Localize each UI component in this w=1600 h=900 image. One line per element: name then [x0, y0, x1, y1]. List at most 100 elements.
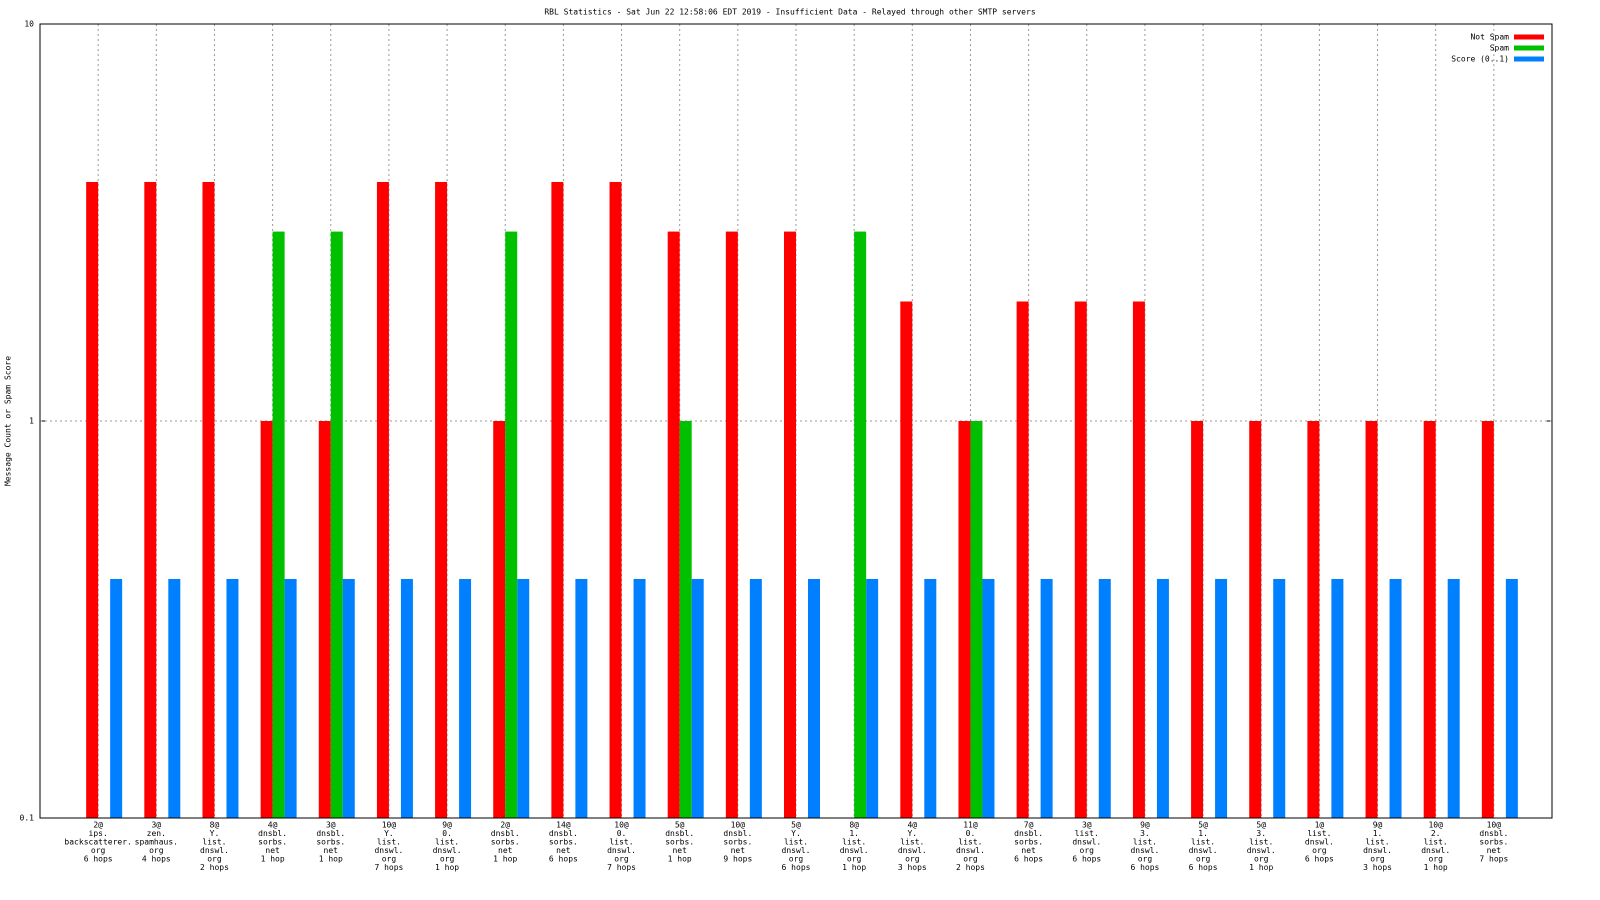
- x-tick-label: Y.: [210, 829, 220, 838]
- x-tick-label: 10@: [1487, 821, 1502, 830]
- x-tick-label: list.: [202, 838, 226, 847]
- x-tick-label: 4@: [907, 821, 917, 830]
- x-tick-label: org: [789, 855, 804, 864]
- bar: [970, 421, 983, 818]
- x-tick-label: list.: [1365, 838, 1389, 847]
- legend-label: Not Spam: [1470, 33, 1509, 42]
- x-tick-label: 8@: [849, 821, 859, 830]
- x-tick-label: 5@: [791, 821, 801, 830]
- x-tick-label: org: [440, 855, 455, 864]
- x-tick-label: 2 hops: [200, 863, 229, 872]
- bar: [376, 181, 389, 818]
- bar: [551, 181, 564, 818]
- bar: [202, 181, 215, 818]
- x-tick-label: list.: [1424, 838, 1448, 847]
- x-tick-label: 3@: [326, 821, 336, 830]
- x-tick-label: 14@: [556, 821, 571, 830]
- x-tick-label: sorbs.: [1014, 838, 1043, 847]
- bar: [725, 231, 738, 818]
- x-tick-label: list.: [435, 838, 459, 847]
- bar: [1447, 578, 1460, 818]
- bar: [679, 421, 692, 818]
- x-tick-label: 1 hop: [261, 855, 285, 864]
- x-tick-label: 1 hop: [1424, 863, 1448, 872]
- x-tick-label: dnsbl.: [665, 829, 694, 838]
- bar: [854, 231, 867, 818]
- x-tick-label: net: [324, 846, 339, 855]
- x-tick-label: dnswl.: [200, 846, 229, 855]
- bar: [691, 578, 704, 818]
- x-tick-label: spamhaus.: [135, 838, 178, 847]
- bar: [1273, 578, 1286, 818]
- x-tick-label: org: [149, 846, 164, 855]
- x-tick-label: sorbs.: [258, 838, 287, 847]
- x-tick-label: net: [1021, 846, 1036, 855]
- x-tick-label: dnswl.: [433, 846, 462, 855]
- bar: [226, 578, 239, 818]
- x-tick-label: 4@: [268, 821, 278, 830]
- bar: [958, 421, 971, 818]
- bar: [1156, 578, 1169, 818]
- x-tick-label: 2 hops: [956, 863, 985, 872]
- x-tick-label: dnswl.: [1363, 846, 1392, 855]
- x-tick-label: 7 hops: [1479, 855, 1508, 864]
- x-tick-label: org: [1080, 846, 1095, 855]
- x-tick-label: sorbs.: [316, 838, 345, 847]
- bar: [1016, 301, 1029, 818]
- bar: [1040, 578, 1053, 818]
- x-tick-label: dnswl.: [1189, 846, 1218, 855]
- x-tick-label: sorbs.: [665, 838, 694, 847]
- x-tick-label: 3 hops: [898, 863, 927, 872]
- bar: [982, 578, 995, 818]
- x-tick-label: sorbs.: [723, 838, 752, 847]
- x-tick-label: dnsbl.: [1479, 829, 1508, 838]
- x-tick-label: 1 hop: [668, 855, 692, 864]
- x-tick-label: 9 hops: [723, 855, 752, 864]
- x-tick-label: 6 hops: [1189, 863, 1218, 872]
- x-tick-label: dnswl.: [1247, 846, 1276, 855]
- x-tick-label: org: [847, 855, 862, 864]
- x-tick-label: dnsbl.: [723, 829, 752, 838]
- x-tick-label: 1 hop: [493, 855, 517, 864]
- x-tick-label: 3@: [151, 821, 161, 830]
- x-tick-label: dnsbl.: [1014, 829, 1043, 838]
- bar: [1389, 578, 1402, 818]
- bar: [749, 578, 762, 818]
- x-tick-label: Y.: [907, 829, 917, 838]
- x-tick-label: 6 hops: [1305, 855, 1334, 864]
- bar: [633, 578, 646, 818]
- x-tick-label: dnsbl.: [491, 829, 520, 838]
- x-tick-label: org: [963, 855, 978, 864]
- x-tick-label: dnswl.: [782, 846, 811, 855]
- y-tick-label: 1: [29, 417, 34, 426]
- x-tick-label: list.: [958, 838, 982, 847]
- bar: [1331, 578, 1344, 818]
- bar: [330, 231, 343, 818]
- x-tick-label: 4 hops: [142, 855, 171, 864]
- bar: [493, 421, 506, 818]
- bar: [1132, 301, 1145, 818]
- x-tick-label: list.: [1133, 838, 1157, 847]
- bar: [1365, 421, 1378, 818]
- bar: [342, 578, 355, 818]
- plot-border: [39, 23, 1553, 819]
- x-tick-label: Y.: [791, 829, 801, 838]
- x-tick-label: org: [91, 846, 106, 855]
- bar: [110, 578, 123, 818]
- x-tick-label: 0.: [442, 829, 452, 838]
- x-tick-label: 10@: [382, 821, 397, 830]
- x-tick-label: list.: [900, 838, 924, 847]
- x-tick-label: 9@: [442, 821, 452, 830]
- x-tick-label: 1.: [1373, 829, 1383, 838]
- x-tick-label: 2@: [500, 821, 510, 830]
- bar: [1098, 578, 1111, 818]
- bar: [866, 578, 879, 818]
- bar: [1423, 421, 1436, 818]
- x-tick-label: ips.: [89, 829, 108, 838]
- x-tick-label: 7@: [1024, 821, 1034, 830]
- bar: [1215, 578, 1228, 818]
- x-tick-label: 0.: [617, 829, 627, 838]
- x-tick-label: 3.: [1256, 829, 1266, 838]
- x-tick-label: 1.: [1198, 829, 1208, 838]
